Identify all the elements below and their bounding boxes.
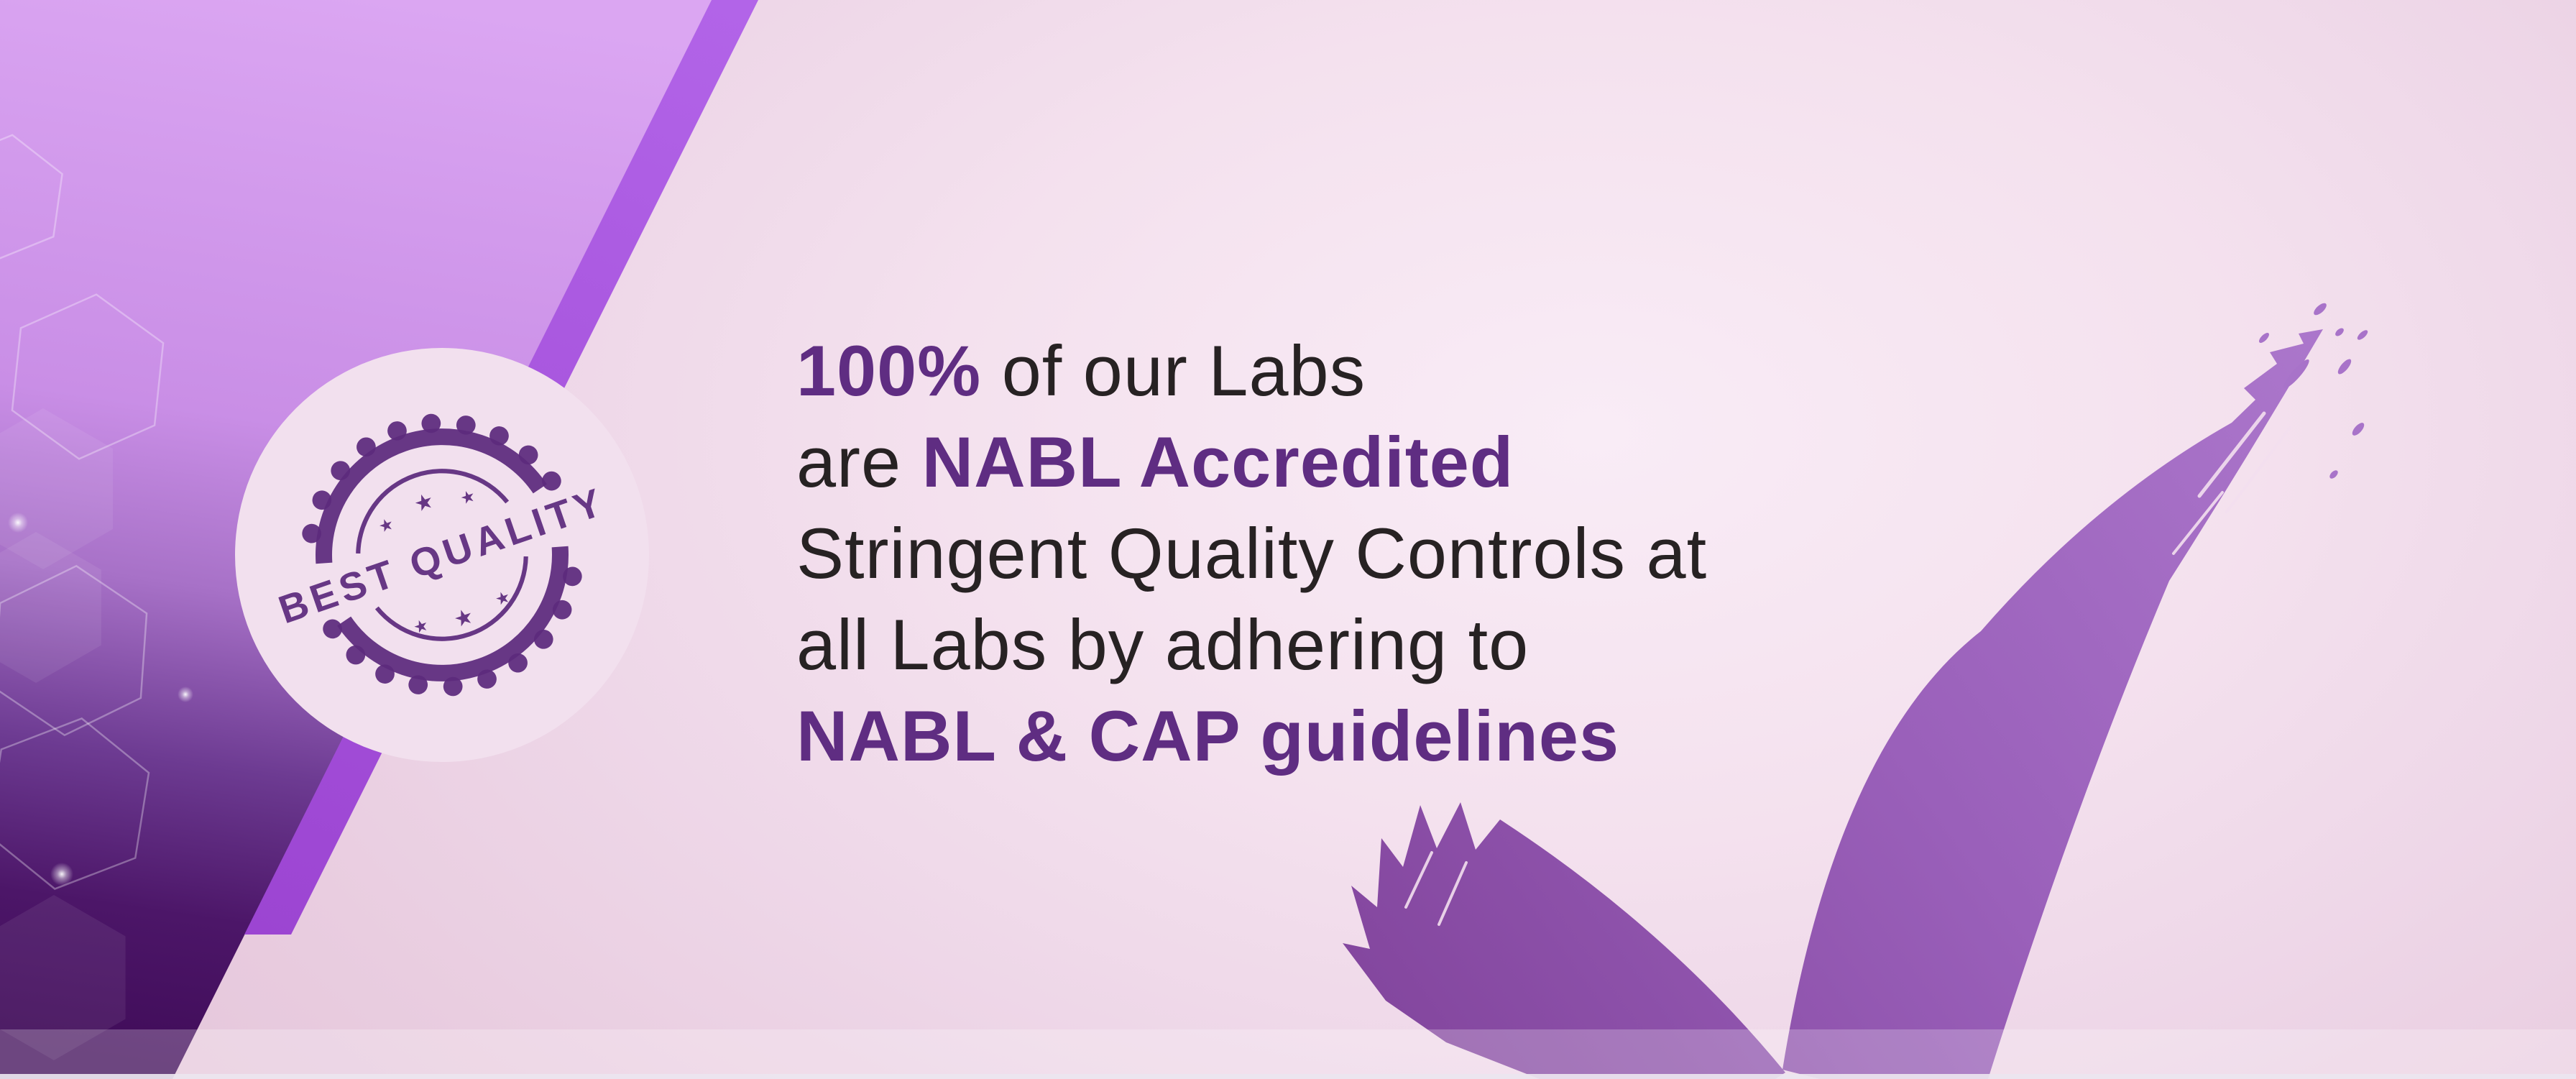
checkmark-splatter — [2259, 303, 2368, 479]
checkmark-long-stroke — [1782, 329, 2323, 1079]
checkmark-bristle-gaps — [1404, 411, 2291, 926]
hexagon-decorations — [0, 134, 193, 1060]
headline-text: of our Labs — [981, 331, 1366, 410]
star-icon: ★ — [451, 603, 477, 633]
headline-accent-100-percent: 100% — [796, 331, 982, 410]
headline: 100% of our Labs are NABL Accredited Str… — [796, 325, 1707, 781]
best-quality-badge: ★ ★ ★ ★ ★ ★ BEST QUALITY — [235, 348, 649, 762]
headline-line-5: NABL & CAP guidelines — [796, 696, 1619, 776]
hexagon-decoration — [0, 408, 113, 569]
hexagon-decoration — [0, 895, 126, 1060]
star-icon: ★ — [458, 487, 478, 509]
best-quality-stamp: ★ ★ ★ ★ ★ ★ BEST QUALITY — [277, 413, 607, 697]
headline-text: are — [796, 422, 922, 502]
glow-dot — [178, 687, 193, 702]
headline-line-2: are NABL Accredited — [796, 416, 1707, 508]
headline-accent-nabl-accredited: NABL Accredited — [921, 422, 1514, 502]
stamp-scallop-ring — [300, 413, 584, 697]
headline-line-3: Stringent Quality Controls at — [796, 513, 1708, 593]
glow-dot — [50, 863, 73, 886]
star-icon: ★ — [376, 515, 396, 537]
headline-line-1: 100% of our Labs — [796, 325, 1707, 416]
checkmark-short-stroke — [1343, 802, 1785, 1079]
hexagon-decoration — [0, 717, 150, 890]
bottom-strip — [0, 1074, 2576, 1079]
hexagon-decoration — [0, 134, 63, 262]
reflection-band — [0, 1029, 2576, 1079]
hexagon-decoration — [0, 532, 101, 683]
glow-dot — [8, 513, 28, 533]
stamp-inner-ring — [356, 469, 528, 641]
star-icon: ★ — [411, 488, 438, 518]
hexagon-decoration — [11, 293, 165, 460]
stamp-ring — [316, 428, 569, 681]
hexagon-decoration — [0, 564, 148, 737]
headline-line-4: all Labs by adhering to — [796, 605, 1530, 684]
